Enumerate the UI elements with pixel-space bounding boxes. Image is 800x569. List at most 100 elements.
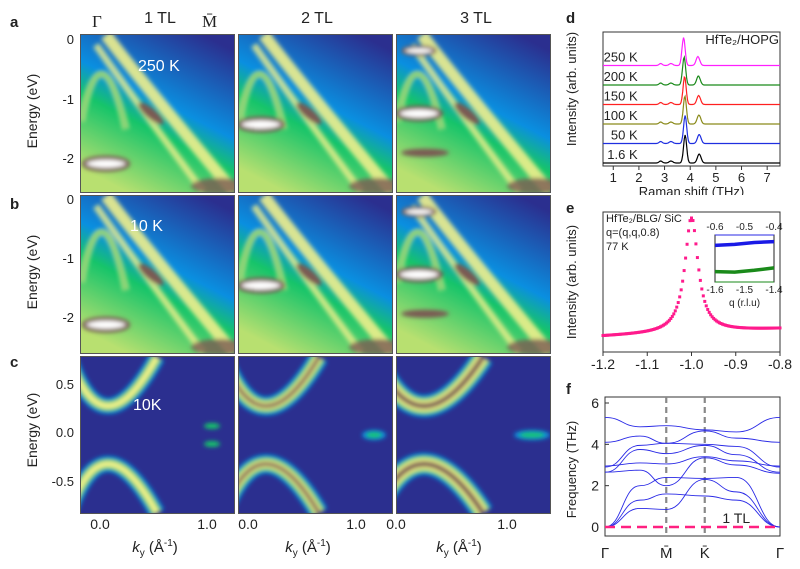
ky-unit: (Å	[144, 539, 164, 556]
temperature-label-b: 10 K	[130, 218, 163, 235]
xtick-2-1: 1.0	[346, 516, 366, 532]
band-hole-core	[81, 72, 128, 130]
raman-curve-250K	[603, 37, 780, 67]
phonon-branch-5	[604, 457, 781, 487]
phonon-branch-6	[604, 476, 781, 528]
band-flat	[397, 105, 443, 122]
band-valence-core	[397, 461, 486, 513]
energy-axis-label-a: Energy (eV)	[24, 73, 40, 149]
band-valence	[81, 461, 160, 513]
sample-annotation: HfTe₂/HOPG	[705, 32, 779, 47]
data-point	[685, 242, 689, 246]
arpes-panel-b-3tl	[396, 195, 551, 354]
xtick-3-1: 1.0	[497, 516, 517, 532]
data-point	[701, 294, 705, 298]
ytick-a-1: -1	[62, 92, 74, 107]
xtick-1-0: 0.0	[90, 516, 110, 532]
data-point	[704, 304, 708, 308]
ky-close: )	[172, 539, 178, 556]
data-point	[676, 301, 680, 305]
y-axis-label: Intensity (arb. units)	[564, 225, 579, 339]
ytick-c-0: 0.5	[55, 377, 74, 392]
ky-k: k	[285, 539, 293, 556]
phonon-dispersion-chart: Frequency (THz) 0 2 4 6 Γ M̄ K̄ Γ 1 TL	[564, 395, 784, 562]
panel-label-e: e	[566, 200, 575, 217]
x-point-label: Γ	[776, 545, 784, 562]
series-label-50K: 50 K	[611, 128, 638, 143]
raman-curve-200K	[603, 55, 780, 86]
data-point	[697, 268, 701, 272]
data-point	[673, 309, 677, 313]
band-hotspot-corner	[349, 339, 392, 353]
phonon-branch-4	[604, 456, 781, 467]
inset-bottom-tick: -1.5	[736, 285, 754, 296]
raman-curve-100K	[603, 94, 780, 125]
annotation-0: HfTe₂/BLG/ SiC	[606, 213, 682, 225]
arpes-panel-b-2tl	[238, 195, 393, 354]
data-point	[672, 312, 676, 316]
band-flat	[239, 116, 285, 133]
x-point-label: K̄	[700, 545, 710, 562]
data-point	[707, 310, 711, 314]
x-point-label: M̄	[660, 545, 673, 562]
band-hotspot-corner	[507, 339, 550, 353]
data-point	[666, 320, 670, 324]
x-point-label: Γ	[601, 545, 609, 562]
ky-axis-label-3: ky (Å-1)	[414, 538, 504, 559]
ky-sub: y	[292, 548, 298, 559]
inset-bottom-tick: -1.6	[706, 285, 724, 296]
panel-label-c: c	[10, 354, 19, 371]
pocket-lower	[204, 441, 220, 447]
ytick-b-0: 0	[66, 192, 74, 207]
data-point	[667, 318, 671, 322]
band-dispersive	[101, 196, 234, 353]
x-tick-label: 2	[635, 170, 642, 185]
y-tick-label: 4	[591, 436, 599, 452]
data-point	[709, 313, 713, 317]
series-label-250K: 250 K	[604, 50, 638, 65]
band-top	[401, 206, 437, 218]
band-hotspot	[296, 263, 322, 286]
column-title-3tl: 3 TL	[460, 10, 492, 27]
data-point	[690, 216, 693, 220]
x-tick-label: 5	[712, 170, 719, 185]
band-conduction-core	[397, 357, 486, 409]
data-point	[710, 315, 714, 319]
phonon-branch-8	[604, 479, 781, 528]
x-tick-label: 1	[610, 170, 617, 185]
ytick-c-2: -0.5	[51, 474, 74, 489]
inset-top-tick: -0.6	[706, 222, 724, 233]
band-hotspot-corner	[349, 178, 392, 192]
column-title-2tl: 2 TL	[301, 10, 333, 27]
scattering-chart: Intensity (arb. units) -1.2 -1.1 -1.0 -0.9 -0…	[564, 211, 792, 372]
temperature-label-c: 10K	[133, 397, 162, 414]
band-hotspot	[138, 102, 164, 125]
x-tick-label: -0.9	[724, 356, 748, 372]
raman-chart: Intensity (arb. units) 1 2 3 4 5 6 7 Raman shift…	[564, 31, 781, 195]
ky-unit: (Å	[297, 539, 317, 556]
band-top	[401, 45, 437, 57]
data-point	[700, 287, 704, 291]
data-point	[687, 229, 691, 233]
plot-frame	[604, 396, 781, 537]
ytick-a-2: -2	[62, 151, 74, 166]
data-point	[682, 269, 686, 273]
phonon-branch-1	[604, 430, 781, 444]
raman-curve-150K	[603, 75, 780, 106]
arpes-panel-c-3tl	[396, 356, 551, 514]
x-tick-label: -1.1	[635, 356, 659, 372]
band-conduction	[81, 357, 160, 409]
band-hotspot-corner	[191, 178, 234, 192]
y-axis-label: Frequency (THz)	[564, 421, 579, 519]
band-hotspot	[454, 263, 480, 286]
arpes-panel-c-2tl	[238, 356, 393, 514]
data-point	[670, 314, 674, 318]
pocket	[366, 432, 382, 438]
inset-curve-green	[714, 266, 775, 274]
band-dispersive	[259, 35, 392, 192]
band-flat	[239, 277, 285, 294]
ytick-b-2: -2	[62, 310, 74, 325]
ytick-b-1: -1	[62, 251, 74, 266]
data-point	[706, 307, 710, 311]
mbar-label: M̄	[202, 12, 218, 31]
